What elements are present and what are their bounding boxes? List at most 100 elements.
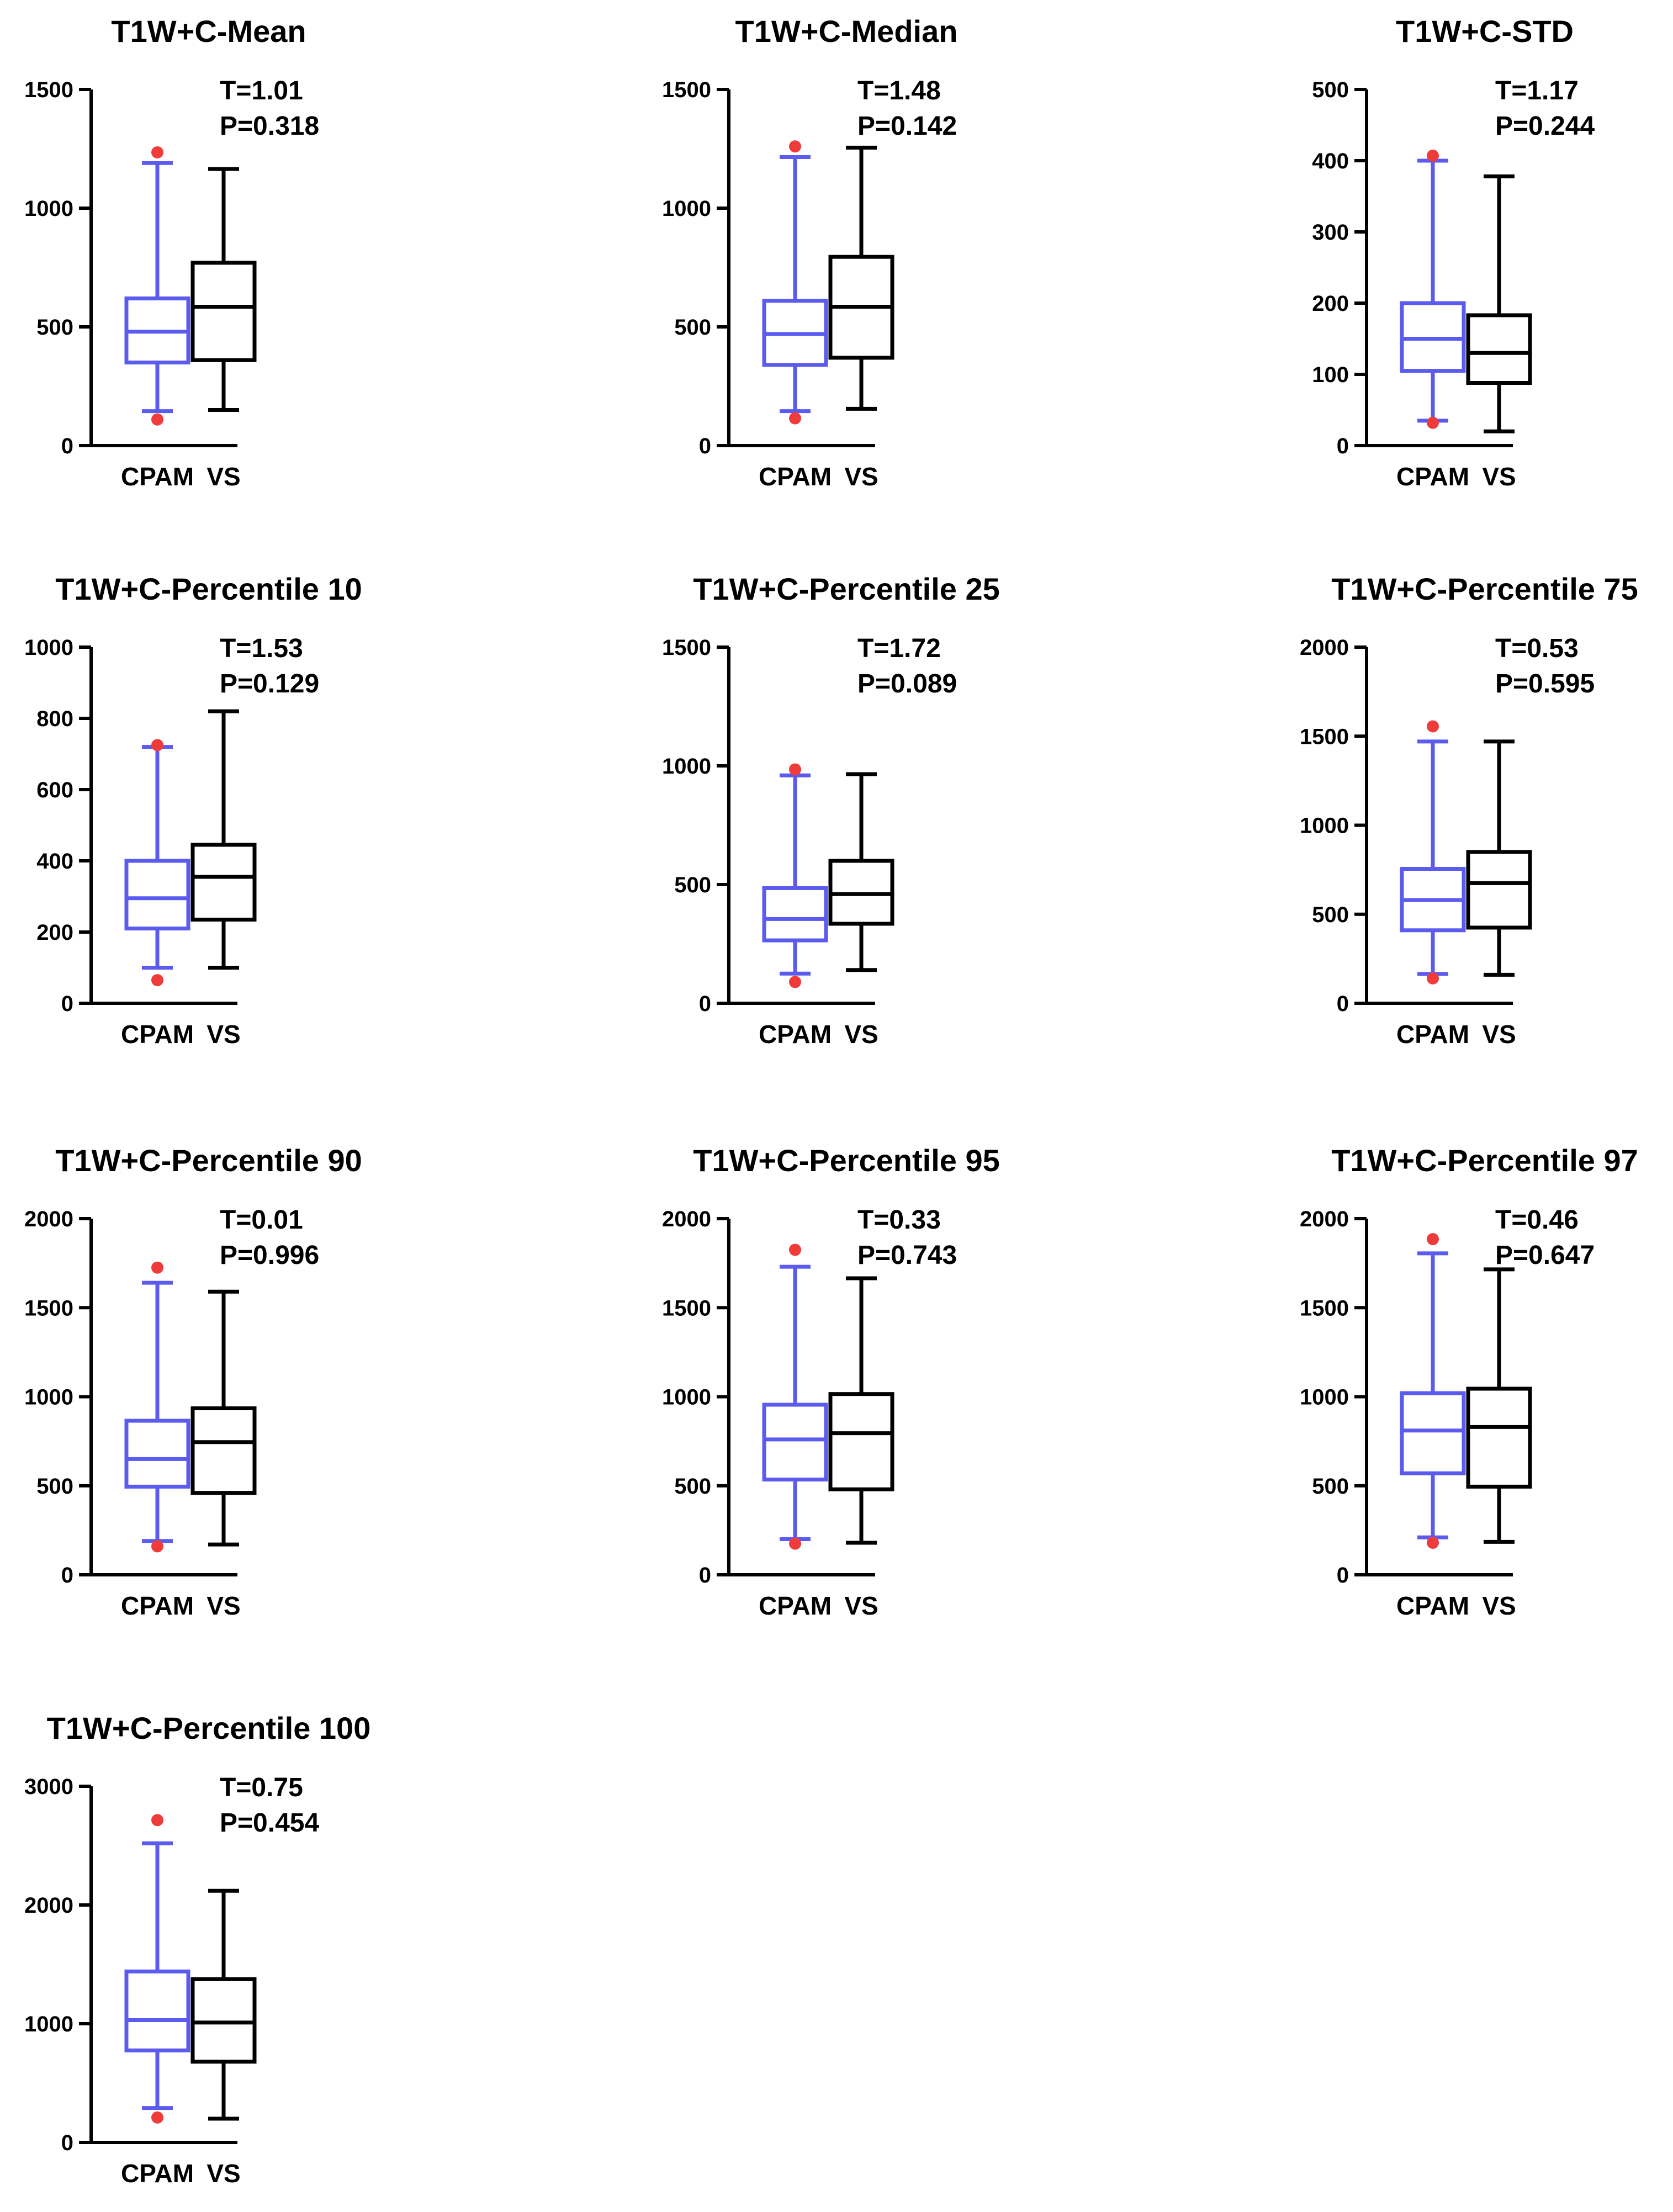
y-tick-label: 500: [1312, 903, 1349, 927]
y-tick-label: 0: [1337, 1563, 1349, 1587]
y-tick-label: 100: [1312, 363, 1349, 387]
y-tick-label: 0: [61, 992, 73, 1016]
outlier-point: [151, 1261, 163, 1274]
outlier-point: [789, 763, 801, 776]
y-tick-label: 1000: [662, 754, 711, 779]
box-cpam: [1400, 720, 1466, 985]
chart-panel: T1W+C-Percentile 100 T=0.75 P=0.454 0 1000 20…: [24, 1711, 370, 2188]
x-category-label: CPAM: [121, 1020, 194, 1049]
box-vs: [1466, 739, 1532, 977]
x-category-label: VS: [207, 462, 240, 491]
iqr-box: [124, 859, 190, 931]
box-vs: [1466, 1267, 1532, 1544]
iqr-box: [1400, 1391, 1466, 1475]
p-value-label: P=0.996: [220, 1241, 319, 1270]
x-category-label: VS: [844, 1591, 878, 1620]
chart-title: T1W+C-STD: [1396, 14, 1574, 49]
y-tick-label: 1500: [24, 78, 73, 102]
y-tick-label: 400: [1312, 149, 1349, 173]
chart-panel: T1W+C-Mean T=1.01 P=0.318 0 500 1000 1500 CPAM V…: [24, 14, 319, 491]
outlier-point: [1427, 149, 1439, 162]
y-tick-label: 2000: [1300, 1207, 1349, 1231]
outlier-point: [1427, 1233, 1439, 1246]
outlier-point: [1427, 720, 1439, 733]
x-category-label: CPAM: [759, 1020, 832, 1049]
y-tick-label: 0: [699, 992, 711, 1016]
chart-panel: T1W+C-Percentile 95 T=0.33 P=0.743 0 500 1000…: [662, 1143, 1000, 1620]
x-category-label: CPAM: [121, 462, 194, 491]
chart-title: T1W+C-Percentile 25: [693, 571, 1000, 606]
y-tick-label: 0: [61, 1563, 73, 1587]
y-tick-label: 500: [674, 873, 711, 897]
y-tick-label: 0: [699, 1563, 711, 1587]
x-category-label: VS: [207, 1591, 240, 1620]
box-vs: [828, 145, 894, 411]
box-cpam: [124, 1261, 190, 1553]
y-tick-label: 1000: [662, 197, 711, 221]
x-category-label: CPAM: [1396, 1020, 1469, 1049]
t-statistic-label: T=0.33: [857, 1205, 941, 1235]
y-tick-label: 500: [674, 1474, 711, 1499]
iqr-box: [1466, 850, 1532, 930]
y-tick-label: 200: [36, 920, 73, 945]
y-tick-label: 500: [674, 315, 711, 340]
box-vs: [828, 1276, 894, 1545]
y-tick-label: 1000: [1300, 1385, 1349, 1410]
y-tick-label: 2000: [24, 1893, 73, 1918]
iqr-box: [190, 843, 257, 922]
y-tick-label: 2000: [1300, 636, 1349, 660]
p-value-label: P=0.454: [220, 1808, 319, 1838]
y-tick-label: 2000: [24, 1207, 73, 1231]
box-cpam: [762, 140, 828, 425]
outlier-point: [1427, 1536, 1439, 1549]
box-cpam: [762, 763, 828, 988]
y-tick-label: 3000: [24, 1775, 73, 1799]
box-cpam: [762, 1243, 828, 1550]
x-category-label: VS: [1482, 462, 1516, 491]
chart-title: T1W+C-Percentile 75: [1331, 571, 1638, 606]
outlier-point: [789, 976, 801, 988]
box-vs: [1466, 174, 1532, 433]
x-category-label: CPAM: [1396, 462, 1469, 491]
box-vs: [190, 167, 257, 412]
chart-panel: T1W+C-STD T=1.17 P=0.244 0 100 200 300 400 500 CP…: [1312, 14, 1595, 491]
y-tick-label: 1000: [662, 1385, 711, 1410]
box-cpam: [124, 739, 190, 987]
chart-title: T1W+C-Percentile 100: [47, 1711, 371, 1745]
box-cpam: [1400, 149, 1466, 429]
t-statistic-label: T=0.75: [220, 1773, 303, 1802]
y-tick-label: 500: [1312, 78, 1349, 102]
iqr-box: [1466, 1387, 1532, 1489]
t-statistic-label: T=1.17: [1495, 76, 1579, 105]
y-tick-label: 0: [61, 2131, 73, 2155]
y-tick-label: 2000: [662, 1207, 711, 1231]
y-tick-label: 400: [36, 849, 73, 874]
box-cpam: [124, 1814, 190, 2124]
iqr-box: [124, 1969, 190, 2052]
x-category-label: CPAM: [121, 2159, 194, 2188]
y-tick-label: 1500: [662, 1296, 711, 1320]
iqr-box: [762, 886, 828, 943]
y-tick-label: 0: [1337, 434, 1349, 458]
chart-panel: T1W+C-Percentile 97 T=0.46 P=0.647 0 500 1000…: [1300, 1143, 1638, 1620]
y-tick-label: 0: [699, 434, 711, 458]
box-vs: [190, 1888, 257, 2121]
y-tick-label: 1500: [662, 78, 711, 102]
y-tick-label: 1500: [662, 636, 711, 660]
iqr-box: [190, 1977, 257, 2064]
outlier-point: [151, 2111, 163, 2124]
chart-title: T1W+C-Percentile 10: [55, 571, 362, 606]
outlier-point: [151, 974, 163, 987]
p-value-label: P=0.595: [1495, 669, 1595, 698]
x-category-label: VS: [844, 462, 878, 491]
y-tick-label: 0: [61, 434, 73, 458]
y-tick-label: 800: [36, 707, 73, 731]
chart-title: T1W+C-Percentile 97: [1331, 1143, 1638, 1178]
outlier-point: [789, 140, 801, 153]
chart-panel: T1W+C-Percentile 90 T=0.01 P=0.996 0 500 1000…: [24, 1143, 362, 1620]
y-tick-label: 1500: [1300, 1296, 1349, 1320]
t-statistic-label: T=0.46: [1495, 1205, 1579, 1235]
chart-panel: T1W+C-Percentile 75 T=0.53 P=0.595 0 500 1000…: [1300, 571, 1638, 1049]
x-category-label: CPAM: [1396, 1591, 1469, 1620]
